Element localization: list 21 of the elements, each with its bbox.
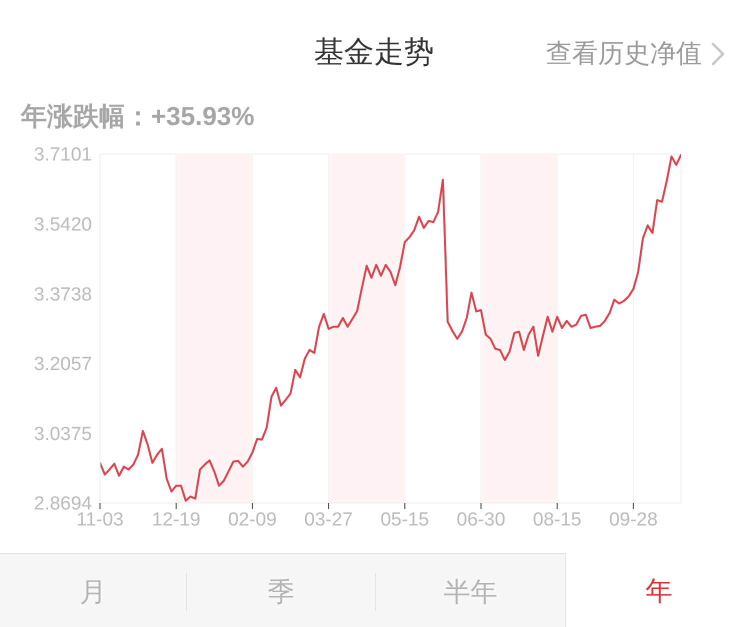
x-tick-label: 08-15 <box>532 509 582 530</box>
text: 月 <box>80 576 106 609</box>
text: 年 <box>646 575 672 608</box>
y-tick-label: 3.7101 <box>34 144 92 166</box>
y-tick-label: 3.0375 <box>34 424 92 445</box>
y-tick-label: 3.2057 <box>34 354 92 376</box>
x-tick-label: 12-19 <box>152 509 200 530</box>
x-tick-label: 03-27 <box>304 509 353 530</box>
x-tick-label: 09-28 <box>609 509 658 530</box>
x-tick-label: 02-09 <box>228 509 277 530</box>
y-tick-label: 3.3738 <box>34 284 92 306</box>
chart-title: 基金走势 <box>314 36 434 69</box>
text: 季 <box>268 576 294 609</box>
y-tick-label: 3.5420 <box>34 214 92 236</box>
x-tick-label: 05-15 <box>380 509 430 530</box>
text: 半年 <box>444 576 498 609</box>
x-tick-label: 11-03 <box>76 509 124 530</box>
chart-subtitle: 年涨跌幅：+35.93% <box>21 100 254 132</box>
line-series <box>100 154 681 502</box>
text: 查看历史净值 <box>546 38 702 68</box>
x-tick-label: 06-30 <box>456 509 506 530</box>
